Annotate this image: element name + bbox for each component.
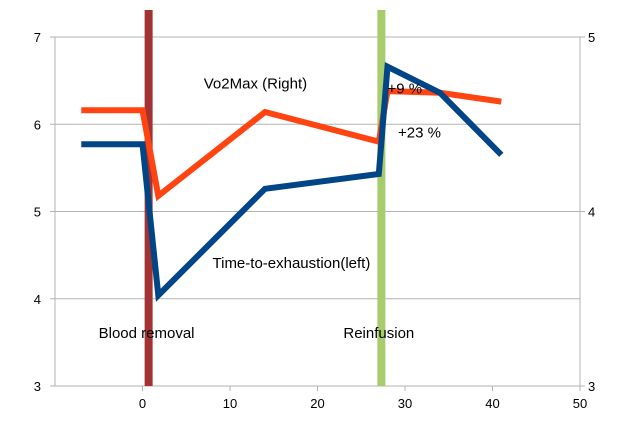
marker-label-0: Blood removal [99,325,195,342]
y-left-tick-label: 3 [34,379,41,394]
x-tick-label: 10 [223,396,237,411]
y-left-tick-label: 5 [34,205,41,220]
series-lines [81,62,504,302]
x-tick-label: 50 [573,396,587,411]
annotation-0: +9 % [388,81,423,98]
series-label-0: Vo2Max (Right) [204,75,307,92]
series-label-1: Time-to-exhaustion(left) [213,255,371,272]
series-line-0 [81,88,502,202]
chart-labels: Vo2Max (Right) Time-to-exhaustion(left) Bl… [99,75,441,342]
marker-label-1: Reinfusion [343,325,414,342]
y-right-tick-label: 4 [588,205,595,220]
y-right-tick-label: 3 [588,379,595,394]
annotation-1: +23 % [398,124,441,141]
y-right-tick-label: 5 [588,30,595,45]
marker-bar-1 [377,10,386,386]
series-line-1 [81,62,504,302]
x-tick-label: 40 [485,396,499,411]
x-tick-label: 20 [310,396,324,411]
x-tick-label: 0 [139,396,146,411]
y-left-tick-label: 6 [34,117,41,132]
x-tick-label: 30 [398,396,412,411]
y-left-tick-label: 7 [34,30,41,45]
y-left-tick-label: 4 [34,292,41,307]
